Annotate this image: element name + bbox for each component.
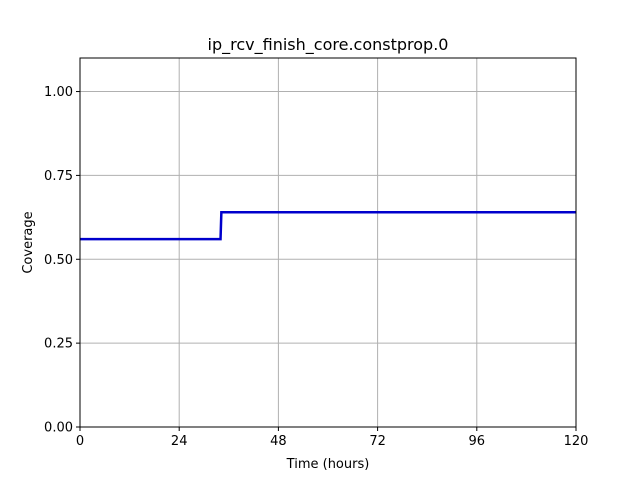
grid bbox=[79, 58, 577, 428]
y-tick-label: 0.50 bbox=[44, 253, 73, 268]
x-axis-label: Time (hours) bbox=[286, 457, 370, 472]
x-tick-label: 48 bbox=[270, 434, 287, 449]
y-axis-label: Coverage bbox=[21, 211, 36, 273]
y-tick-label: 0.00 bbox=[44, 421, 73, 436]
x-tick-label: 96 bbox=[469, 434, 486, 449]
x-tick-label: 120 bbox=[564, 434, 589, 449]
y-tick-label: 1.00 bbox=[44, 85, 73, 100]
x-tick-label: 0 bbox=[76, 434, 84, 449]
series-layer bbox=[80, 211, 576, 241]
x-tick-label: 72 bbox=[369, 434, 386, 449]
y-tick-label: 0.25 bbox=[44, 337, 73, 352]
chart-title: ip_rcv_finish_core.constprop.0 bbox=[208, 35, 449, 55]
plot-frame bbox=[79, 57, 577, 428]
x-tick-label: 24 bbox=[171, 434, 188, 449]
x-axis: 0 24 48 72 96 120 bbox=[76, 427, 589, 449]
y-tick-label: 0.75 bbox=[44, 169, 73, 184]
y-axis: 0.00 0.25 0.50 0.75 1.00 bbox=[44, 85, 80, 436]
coverage-line bbox=[80, 211, 576, 241]
